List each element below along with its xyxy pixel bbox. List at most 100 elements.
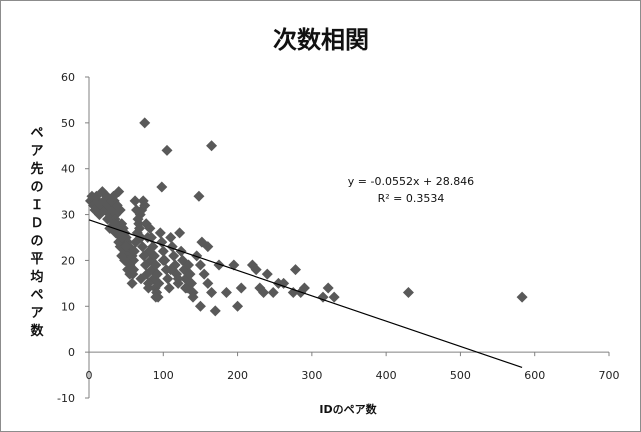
scatter-point (161, 144, 173, 156)
y-tick-label: 20 (61, 254, 75, 267)
scatter-point (156, 181, 168, 193)
scatter-point (213, 259, 225, 271)
scatter-point (134, 222, 146, 234)
scatter-point (174, 227, 186, 239)
x-tick-label: 300 (301, 369, 322, 382)
x-tick-label: 100 (153, 369, 174, 382)
scatter-point (258, 287, 270, 299)
y-axis-label-char: 均 (30, 269, 43, 285)
scatter-point (278, 277, 290, 289)
scatter-point (162, 273, 174, 285)
y-axis-label-char: Ｉ (30, 198, 43, 213)
y-axis-label-char: Ｄ (30, 216, 43, 231)
scatter-point (172, 273, 184, 285)
scatter-point (220, 287, 232, 299)
y-axis-label-char: 先 (30, 161, 43, 177)
scatter-point (114, 204, 126, 216)
scatter-point (150, 259, 162, 271)
y-tick-label: 40 (61, 163, 75, 176)
y-tick-label: 60 (61, 71, 75, 84)
scatter-point (191, 250, 203, 262)
scatter-point (126, 277, 138, 289)
scatter-point (108, 218, 120, 230)
scatter-point (165, 264, 177, 276)
scatter-point (157, 245, 169, 257)
y-tick-label: 30 (61, 209, 75, 222)
scatter-point (180, 282, 192, 294)
chart-title: 次数相関 (273, 26, 369, 54)
scatter-point (151, 268, 163, 280)
y-axis-label-char: ア (30, 306, 43, 321)
scatter-point (183, 259, 195, 271)
y-tick-label: 50 (61, 117, 75, 130)
scatter-point (102, 213, 114, 225)
scatter-point (138, 250, 150, 262)
x-tick-label: 400 (376, 369, 397, 382)
x-tick-label: 0 (86, 369, 93, 382)
scatter-point (142, 282, 154, 294)
scatter-point (202, 241, 214, 253)
scatter-point (108, 190, 120, 202)
y-tick-label: 0 (68, 346, 75, 359)
trendline-equation: y = -0.0552x + 28.846 (348, 175, 474, 188)
scatter-point (156, 236, 168, 248)
scatter-point (157, 254, 169, 266)
trendline-group (88, 219, 523, 369)
trendline (88, 219, 523, 369)
scatter-point (267, 287, 279, 299)
x-tick-label: 500 (450, 369, 471, 382)
scatter-point (128, 264, 140, 276)
scatter-point (139, 199, 151, 211)
x-tick-label: 700 (599, 369, 620, 382)
scatter-point (194, 259, 206, 271)
scatter-point (135, 273, 147, 285)
scatter-point (163, 282, 175, 294)
scatter-point (206, 287, 218, 299)
scatter-point (317, 291, 329, 303)
scatter-point (194, 300, 206, 312)
scatter-point (402, 287, 414, 299)
x-tick-label: 600 (524, 369, 545, 382)
scatter-point (122, 264, 134, 276)
scatter-point (206, 140, 218, 152)
scatter-point (139, 259, 151, 271)
x-tick-label: 200 (227, 369, 248, 382)
y-axis-label-char: ア (30, 144, 43, 159)
scatter-point (120, 241, 132, 253)
y-axis-label-char: ペ (30, 288, 43, 303)
scatter-point (187, 291, 199, 303)
scatter-point (136, 241, 148, 253)
y-tick-label: -10 (57, 392, 75, 405)
scatter-point (198, 268, 210, 280)
y-axis-label-char: ペ (30, 126, 43, 141)
scatter-point (153, 277, 165, 289)
scatter-point (150, 291, 162, 303)
y-axis-label-char: 数 (30, 323, 44, 339)
scatter-point (516, 291, 528, 303)
scatter-point (261, 268, 273, 280)
scatter-point (128, 245, 140, 257)
scatter-point (132, 213, 144, 225)
scatter-point (144, 222, 156, 234)
y-axis-label-char: 平 (30, 252, 43, 267)
scatter-point (119, 254, 131, 266)
scatter-point (232, 300, 244, 312)
scatter-point (116, 232, 128, 243)
y-axis-label-char: の (30, 234, 43, 249)
scatter-point (298, 282, 310, 294)
scatter-point (154, 227, 166, 239)
scatter-point (250, 264, 262, 276)
y-tick-label: 10 (61, 300, 75, 313)
scatter-point (168, 250, 180, 262)
scatter-point (148, 250, 160, 262)
scatter-point (328, 291, 340, 303)
scatter-point (131, 204, 143, 216)
y-axis-label-char: の (30, 180, 43, 195)
scatter-point (184, 268, 196, 280)
scatter-point (193, 190, 205, 202)
scatter-point (202, 277, 214, 289)
